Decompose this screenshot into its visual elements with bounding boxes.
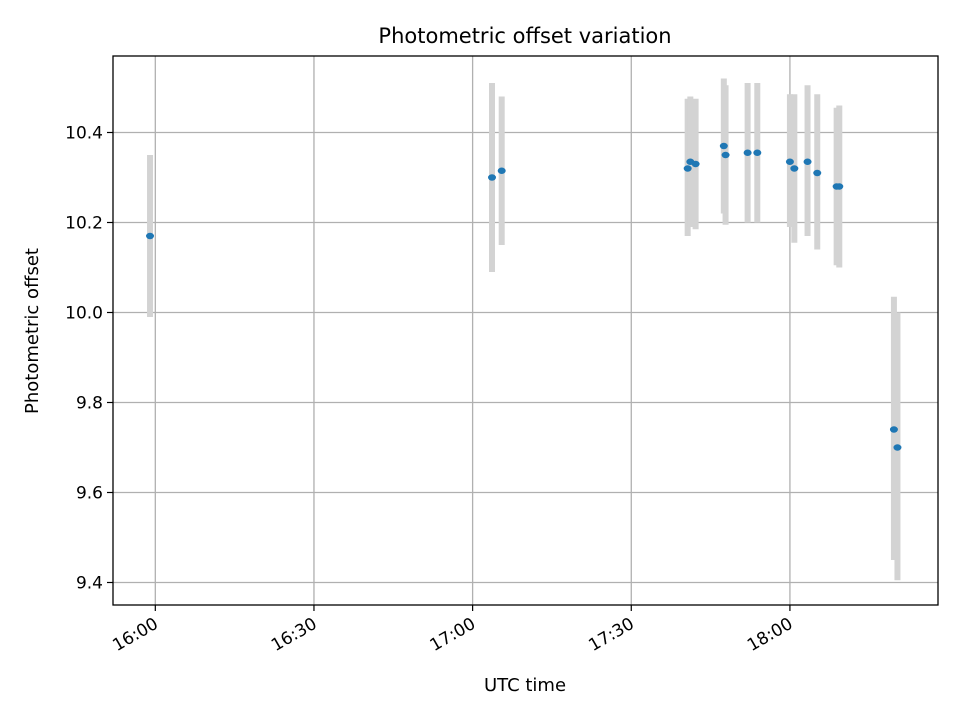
y-tick-label: 9.8 bbox=[76, 394, 103, 414]
x-tick-label: 17:00 bbox=[427, 614, 479, 656]
data-point bbox=[691, 160, 700, 168]
data-point bbox=[497, 167, 506, 174]
data-point bbox=[743, 149, 752, 156]
error-bars bbox=[147, 78, 901, 581]
x-tick-label: 16:00 bbox=[109, 614, 161, 656]
data-point bbox=[803, 158, 812, 165]
data-point bbox=[146, 232, 155, 240]
x-tick-label: 18:00 bbox=[744, 614, 796, 656]
y-tick-label: 9.4 bbox=[76, 574, 103, 594]
y-tick-label: 10.4 bbox=[65, 124, 103, 144]
x-axis-label: UTC time bbox=[484, 675, 566, 696]
y-axis-ticks: 9.4 9.6 9.8 10.0 10.2 10.4 bbox=[65, 124, 113, 594]
y-tick-label: 10.2 bbox=[65, 214, 103, 234]
data-point bbox=[889, 426, 898, 433]
data-point bbox=[753, 149, 762, 156]
data-point bbox=[790, 165, 799, 172]
data-point bbox=[719, 142, 728, 150]
data-point bbox=[488, 174, 497, 181]
y-tick-label: 9.6 bbox=[76, 484, 103, 504]
y-tick-label: 10.0 bbox=[65, 304, 103, 324]
data-point bbox=[721, 151, 730, 159]
grid bbox=[113, 56, 938, 605]
data-point bbox=[683, 165, 692, 172]
data-point bbox=[785, 158, 794, 165]
data-point bbox=[813, 169, 822, 177]
plot-frame bbox=[112, 55, 939, 606]
chart-title: Photometric offset variation bbox=[378, 24, 671, 48]
data-point bbox=[835, 183, 844, 190]
y-axis-label: Photometric offset bbox=[22, 248, 43, 414]
data-point bbox=[893, 444, 902, 451]
x-axis-ticks: 16:00 16:30 17:00 17:30 18:00 bbox=[109, 605, 796, 656]
x-tick-label: 17:30 bbox=[585, 614, 637, 656]
data-points bbox=[146, 142, 902, 451]
x-tick-label: 16:30 bbox=[268, 614, 320, 656]
